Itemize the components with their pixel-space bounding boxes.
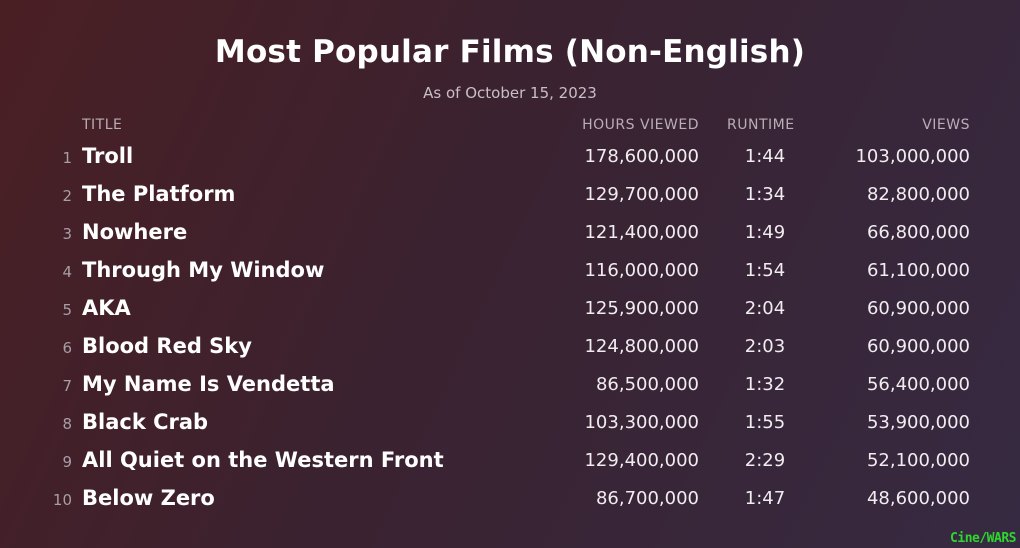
hours-viewed-value: 103,300,000 (584, 412, 699, 433)
film-title: Below Zero (82, 486, 215, 510)
rank-number: 10 (52, 491, 72, 509)
views-value: 48,600,000 (866, 488, 970, 509)
runtime-value: 1:47 (744, 488, 786, 509)
hours-viewed-value: 86,500,000 (595, 374, 699, 395)
hours-viewed-value: 125,900,000 (584, 298, 699, 319)
chart-title: Most Popular Films (Non-English) (214, 34, 806, 70)
hours-viewed-value: 129,700,000 (584, 184, 699, 205)
views-value: 56,400,000 (866, 374, 970, 395)
film-title: Black Crab (82, 410, 209, 434)
film-title: Troll (82, 144, 134, 168)
views-value: 103,000,000 (855, 146, 970, 167)
film-title: Blood Red Sky (82, 334, 252, 358)
runtime-value: 1:49 (744, 222, 786, 243)
runtime-value: 1:32 (744, 374, 786, 395)
watermark-logo: Cine/WARS (950, 531, 1016, 546)
table-row: 9 All Quiet on the Western Front 129,400,0… (0, 443, 1020, 481)
column-header-views: VIEWS (922, 117, 970, 133)
film-title: All Quiet on the Western Front (82, 448, 444, 472)
film-title: My Name Is Vendetta (82, 372, 335, 396)
table-row: 4 Through My Window 116,000,000 1:54 61,100,… (0, 253, 1020, 291)
table-row: 3 Nowhere 121,400,000 1:49 66,800,000 (0, 215, 1020, 253)
runtime-value: 2:29 (744, 450, 786, 471)
rank-number: 5 (62, 301, 72, 319)
column-header-runtime: RUNTIME (727, 117, 795, 133)
table-row: 6 Blood Red Sky 124,800,000 2:03 60,900,000 (0, 329, 1020, 367)
rank-number: 2 (62, 187, 72, 205)
runtime-value: 1:44 (744, 146, 786, 167)
column-header-title: TITLE (82, 117, 123, 133)
runtime-value: 1:34 (744, 184, 786, 205)
table-row: 7 My Name Is Vendetta 86,500,000 1:32 56,400… (0, 367, 1020, 405)
rank-number: 4 (62, 263, 72, 281)
hours-viewed-value: 121,400,000 (584, 222, 699, 243)
runtime-value: 2:03 (744, 336, 786, 357)
table-row: 8 Black Crab 103,300,000 1:55 53,900,000 (0, 405, 1020, 443)
film-title: The Platform (82, 182, 236, 206)
views-value: 61,100,000 (866, 260, 970, 281)
table-row: 5 AKA 125,900,000 2:04 60,900,000 (0, 291, 1020, 329)
film-table: 1 Troll 178,600,000 1:44 103,000,000 2 The Pla… (0, 139, 1020, 519)
rank-number: 1 (62, 149, 72, 167)
hours-viewed-value: 86,700,000 (595, 488, 699, 509)
rank-number: 8 (62, 415, 72, 433)
film-title: AKA (82, 296, 131, 320)
hours-viewed-value: 178,600,000 (584, 146, 699, 167)
views-value: 60,900,000 (866, 298, 970, 319)
rank-number: 7 (62, 377, 72, 395)
hours-viewed-value: 124,800,000 (584, 336, 699, 357)
rank-number: 9 (62, 453, 72, 471)
chart-subtitle: As of October 15, 2023 (423, 84, 597, 102)
views-value: 60,900,000 (866, 336, 970, 357)
hours-viewed-value: 116,000,000 (584, 260, 699, 281)
table-row: 10 Below Zero 86,700,000 1:47 48,600,000 (0, 481, 1020, 519)
rank-number: 6 (62, 339, 72, 357)
rank-number: 3 (62, 225, 72, 243)
views-value: 82,800,000 (866, 184, 970, 205)
hours-viewed-value: 129,400,000 (584, 450, 699, 471)
column-header-hours-viewed: HOURS VIEWED (582, 117, 699, 133)
views-value: 52,100,000 (866, 450, 970, 471)
views-value: 66,800,000 (866, 222, 970, 243)
table-row: 1 Troll 178,600,000 1:44 103,000,000 (0, 139, 1020, 177)
film-title: Nowhere (82, 220, 188, 244)
runtime-value: 1:55 (744, 412, 786, 433)
runtime-value: 2:04 (744, 298, 786, 319)
film-title: Through My Window (82, 258, 325, 282)
runtime-value: 1:54 (744, 260, 786, 281)
views-value: 53,900,000 (866, 412, 970, 433)
table-row: 2 The Platform 129,700,000 1:34 82,800,000 (0, 177, 1020, 215)
